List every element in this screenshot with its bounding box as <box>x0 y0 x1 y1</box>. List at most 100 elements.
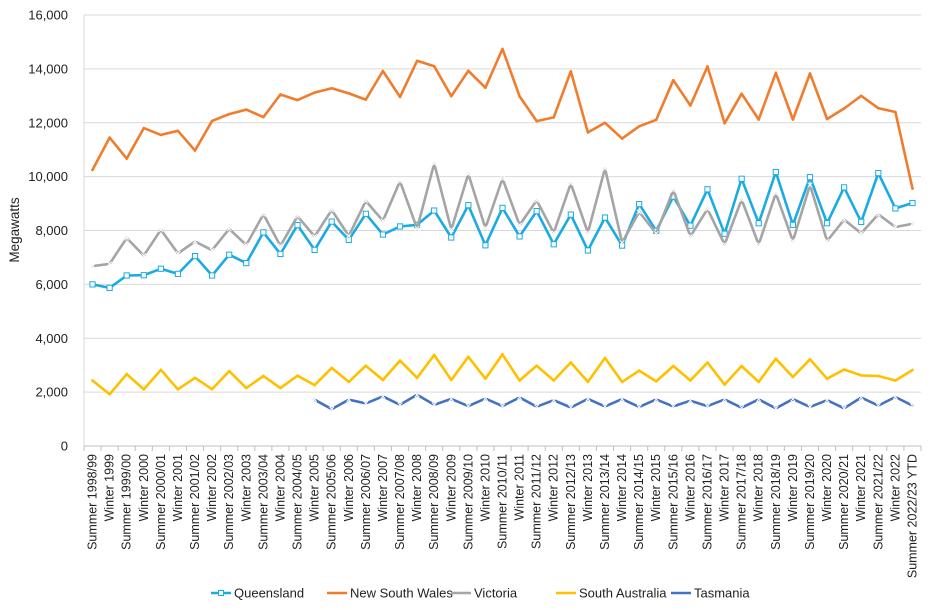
data-point-victoria <box>704 206 711 212</box>
data-point-tasmania <box>312 397 318 403</box>
data-point-south-australia <box>894 379 897 382</box>
x-tick-label: Summer 2002/03 <box>222 454 236 550</box>
data-point-south-australia <box>227 369 231 373</box>
data-point-victoria <box>499 175 506 182</box>
x-tick-label: Summer 2001/02 <box>188 454 202 550</box>
data-point-new-south-wales <box>894 110 897 114</box>
data-point-south-australia <box>279 386 282 390</box>
x-tick-label: Winter 2000 <box>137 454 151 521</box>
x-tick-label: Winter 2009 <box>444 454 458 521</box>
data-point-tasmania <box>380 393 386 399</box>
data-point-queensland <box>431 207 438 214</box>
data-point-new-south-wales <box>364 98 368 101</box>
data-point-new-south-wales <box>842 107 846 110</box>
data-point-south-australia <box>689 379 692 382</box>
data-point-new-south-wales <box>637 124 641 128</box>
y-axis: 0 2,000 4,000 6,000 8,000 10,000 12,000 14,000 1… <box>28 8 85 454</box>
data-point-queensland <box>909 199 916 207</box>
data-point-queensland <box>567 211 574 218</box>
data-point-new-south-wales <box>689 104 692 107</box>
data-point-victoria <box>243 242 249 248</box>
y-axis-title: Megawatts <box>7 197 22 263</box>
data-point-tasmania <box>431 402 437 408</box>
x-tick-label: Winter 2015 <box>649 454 663 521</box>
data-point-victoria <box>226 226 232 232</box>
data-point-victoria <box>363 198 369 204</box>
x-tick-label: Summer 2005/06 <box>325 454 339 550</box>
data-point-victoria <box>653 230 659 237</box>
data-point-south-australia <box>347 380 351 384</box>
data-point-new-south-wales <box>586 131 590 134</box>
data-point-new-south-wales <box>876 106 880 110</box>
data-point-tasmania <box>858 394 864 401</box>
x-tick-label: Winter 2017 <box>718 454 732 521</box>
x-tick-label: Winter 2007 <box>376 454 390 521</box>
data-point-victoria <box>858 230 864 236</box>
x-tick-label: Winter 2020 <box>820 454 834 521</box>
x-tick-label: Winter 2006 <box>342 454 356 521</box>
data-point-queensland <box>123 272 130 279</box>
data-point-queensland <box>311 246 318 253</box>
data-point-queensland <box>601 214 609 221</box>
data-point-new-south-wales <box>723 121 726 125</box>
x-tick-label: Winter 2018 <box>752 454 766 521</box>
data-point-victoria <box>722 241 728 248</box>
data-point-tasmania <box>670 403 676 409</box>
x-tick-label: Winter 2013 <box>581 454 595 521</box>
series-tasmania <box>312 392 916 412</box>
data-point-victoria <box>414 226 420 232</box>
x-tick-label: Summer 2010/11 <box>496 454 510 549</box>
data-point-victoria <box>277 243 283 249</box>
data-point-victoria <box>431 160 437 166</box>
data-point-tasmania <box>465 403 471 409</box>
data-point-south-australia <box>825 377 829 380</box>
data-point-south-australia <box>262 374 265 378</box>
data-point-queensland <box>755 220 762 227</box>
y-tick-label: 6,000 <box>35 277 68 292</box>
x-tick-label: Summer 2021/22 <box>871 454 885 550</box>
data-point-south-australia <box>244 386 248 390</box>
data-point-queensland <box>499 204 506 211</box>
data-point-new-south-wales <box>415 59 419 63</box>
data-point-new-south-wales <box>193 149 197 152</box>
data-point-queensland <box>174 270 182 277</box>
series-south-australia <box>91 353 914 396</box>
legend-label: New South Wales <box>350 586 453 601</box>
data-point-new-south-wales <box>603 121 607 125</box>
data-point-new-south-wales <box>210 119 214 123</box>
legend-item-south-australia: South Australia <box>556 586 667 601</box>
y-tick-label: 0 <box>61 439 68 454</box>
data-point-queensland <box>841 184 848 191</box>
y-tick-label: 14,000 <box>28 61 68 76</box>
data-point-south-australia <box>723 383 726 386</box>
data-point-queensland <box>738 175 745 182</box>
data-point-new-south-wales <box>825 117 829 121</box>
data-point-south-australia <box>876 374 880 378</box>
data-point-victoria <box>909 221 916 227</box>
data-point-south-australia <box>210 387 214 391</box>
data-point-tasmania <box>482 396 488 402</box>
data-point-tasmania <box>875 403 881 409</box>
x-tick-label: Winter 2002 <box>205 454 219 521</box>
legend-label: Queensland <box>234 586 304 601</box>
data-point-tasmania <box>909 403 916 409</box>
data-point-south-australia <box>859 374 863 377</box>
data-point-south-australia <box>518 379 521 382</box>
data-point-new-south-wales <box>654 118 658 122</box>
data-point-new-south-wales <box>501 47 504 51</box>
data-point-queensland <box>89 281 96 288</box>
data-point-queensland <box>550 241 557 248</box>
data-point-queensland <box>482 242 489 249</box>
x-tick-label: Winter 2011 <box>513 454 527 521</box>
data-point-queensland <box>533 208 540 215</box>
data-point-victoria <box>841 217 847 223</box>
data-point-victoria <box>892 224 898 230</box>
data-point-tasmania <box>499 403 506 409</box>
data-point-queensland <box>465 202 472 209</box>
data-point-victoria <box>448 227 454 233</box>
data-point-queensland <box>806 174 814 181</box>
data-point-victoria <box>380 218 386 224</box>
data-point-victoria <box>551 230 557 236</box>
data-point-new-south-wales <box>432 64 436 68</box>
x-tick-label: Summer 1999/00 <box>120 454 134 550</box>
